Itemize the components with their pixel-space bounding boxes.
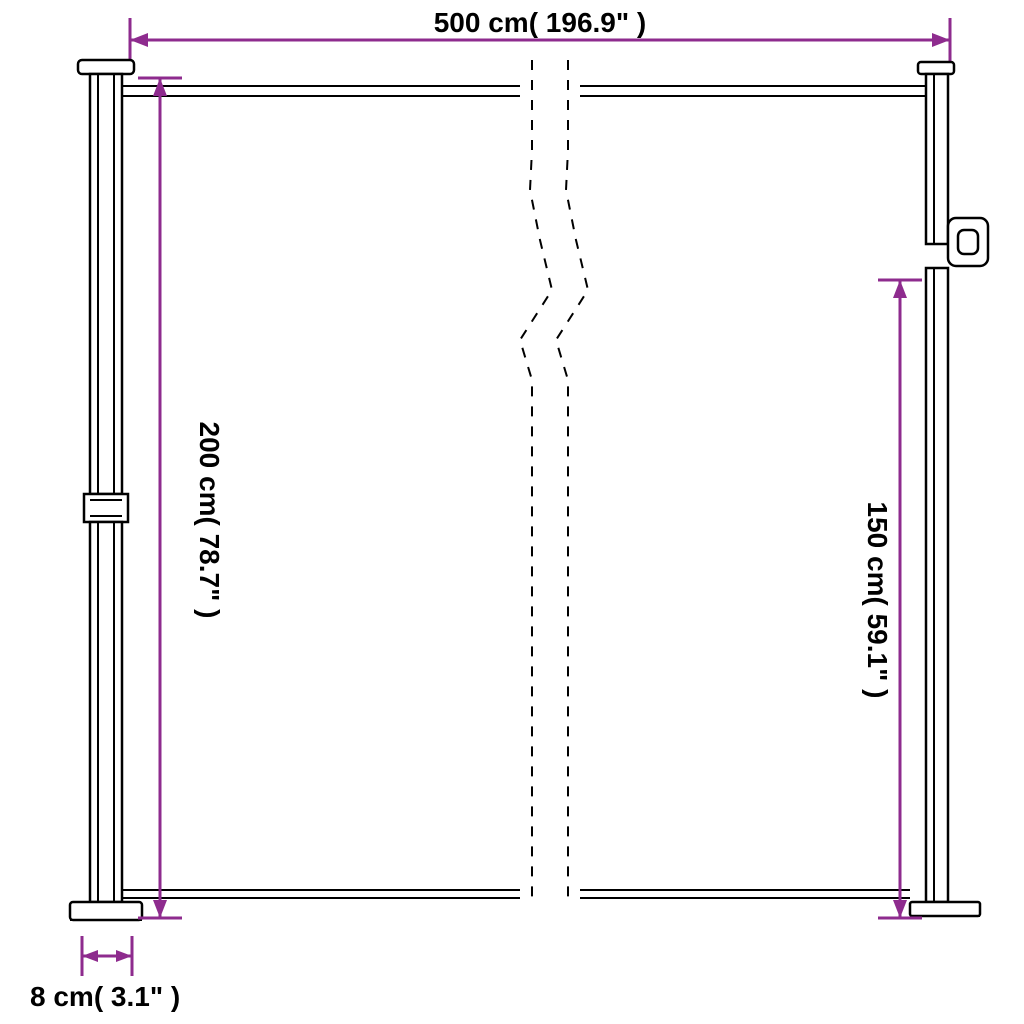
dim-width-label: 500 cm( 196.9" ) bbox=[434, 7, 647, 38]
screen-panel bbox=[122, 86, 926, 898]
dim-width: 500 cm( 196.9" ) bbox=[130, 7, 950, 62]
dim-depth: 8 cm( 3.1" ) bbox=[30, 936, 180, 1012]
dim-height: 200 cm( 78.7" ) bbox=[138, 78, 225, 918]
dim-post-label: 150 cm( 59.1" ) bbox=[862, 502, 893, 699]
dim-depth-label: 8 cm( 3.1" ) bbox=[30, 981, 180, 1012]
dim-height-label: 200 cm( 78.7" ) bbox=[194, 422, 225, 619]
break-lines bbox=[520, 60, 588, 898]
dim-post: 150 cm( 59.1" ) bbox=[862, 280, 922, 918]
handle-icon bbox=[948, 218, 988, 266]
left-cassette bbox=[70, 60, 142, 920]
right-post bbox=[910, 62, 988, 916]
dimension-drawing: 500 cm( 196.9" ) bbox=[0, 0, 1024, 1024]
